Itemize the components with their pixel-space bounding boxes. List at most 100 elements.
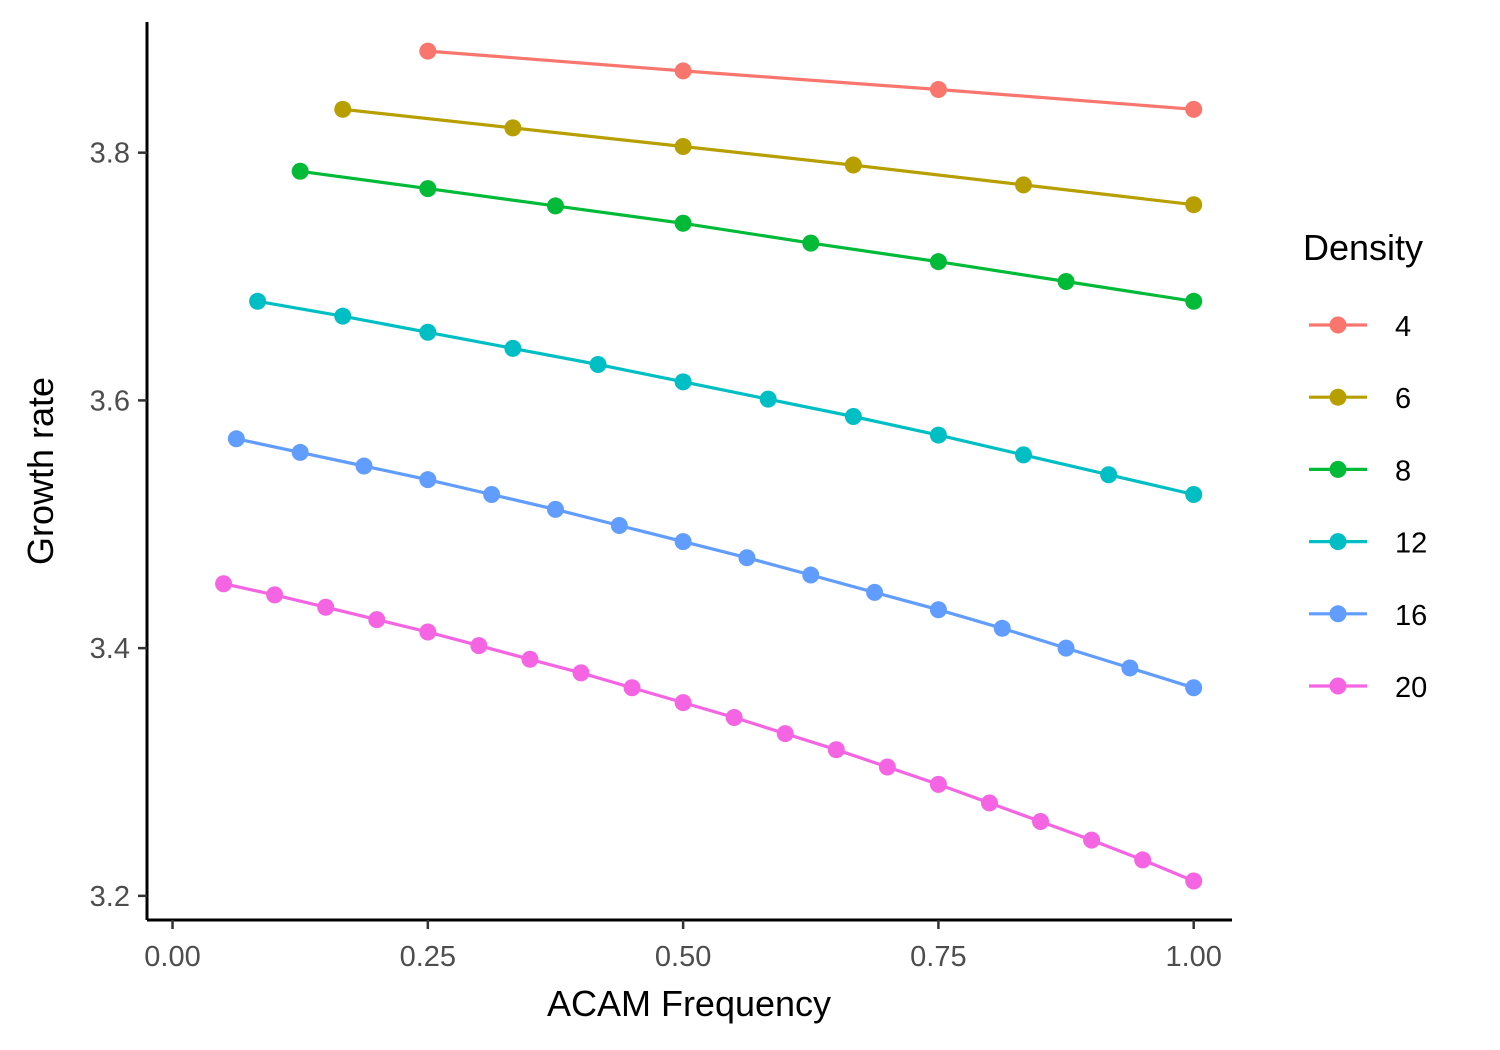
data-point <box>760 391 777 408</box>
legend-title: Density <box>1303 227 1423 268</box>
data-point <box>930 253 947 270</box>
data-point <box>547 501 564 518</box>
y-axis-title: Growth rate <box>20 377 61 565</box>
data-point <box>1121 659 1138 676</box>
data-point <box>419 324 436 341</box>
data-point <box>1015 446 1032 463</box>
legend: Density 4 6 8 12 16 20 <box>1303 227 1427 704</box>
legend-label: 8 <box>1395 455 1411 487</box>
data-point <box>292 444 309 461</box>
data-point <box>504 119 521 136</box>
series-density-6 <box>334 101 1202 213</box>
data-point <box>334 101 351 118</box>
data-point <box>624 679 641 696</box>
data-point <box>1015 176 1032 193</box>
y-tick-label: 3.2 <box>90 881 130 913</box>
data-point <box>994 620 1011 637</box>
legend-key-point <box>1330 533 1347 550</box>
legend-label: 20 <box>1395 672 1427 704</box>
legend-label: 12 <box>1395 528 1427 560</box>
data-point <box>930 81 947 98</box>
data-point <box>215 575 232 592</box>
data-point <box>802 567 819 584</box>
data-point <box>930 776 947 793</box>
data-point <box>573 664 590 681</box>
data-point <box>777 725 794 742</box>
data-point <box>828 741 845 758</box>
x-ticks: 0.00 0.25 0.50 0.75 1.00 <box>144 920 1222 973</box>
y-tick-label: 3.8 <box>90 138 130 170</box>
data-point <box>675 215 692 232</box>
x-tick-label: 0.25 <box>400 941 456 973</box>
data-point <box>547 197 564 214</box>
legend-item-12: 12 <box>1309 528 1427 560</box>
data-point <box>1185 196 1202 213</box>
data-point <box>738 549 755 566</box>
data-point <box>1032 813 1049 830</box>
series-line <box>224 584 1194 881</box>
data-point <box>334 308 351 325</box>
data-point <box>1134 851 1151 868</box>
series-density-8 <box>292 163 1203 310</box>
y-tick-label: 3.4 <box>90 633 130 665</box>
data-point <box>866 584 883 601</box>
data-point <box>1185 872 1202 889</box>
data-point <box>802 235 819 252</box>
series-line <box>343 109 1194 204</box>
x-axis-title: ACAM Frequency <box>547 983 831 1024</box>
data-point <box>228 430 245 447</box>
data-point <box>726 709 743 726</box>
legend-item-16: 16 <box>1309 600 1427 632</box>
data-point <box>419 180 436 197</box>
data-point <box>675 138 692 155</box>
data-point <box>419 471 436 488</box>
x-tick-label: 0.50 <box>655 941 711 973</box>
legend-label: 16 <box>1395 600 1427 632</box>
data-point <box>1185 679 1202 696</box>
data-point <box>368 611 385 628</box>
data-point <box>845 408 862 425</box>
data-point <box>266 586 283 603</box>
legend-key-point <box>1330 678 1347 695</box>
legend-label: 4 <box>1395 311 1411 343</box>
data-point <box>470 637 487 654</box>
data-point <box>419 43 436 60</box>
data-point <box>1185 486 1202 503</box>
legend-item-6: 6 <box>1309 383 1411 415</box>
data-point <box>675 533 692 550</box>
legend-item-4: 4 <box>1309 311 1411 343</box>
data-point <box>249 293 266 310</box>
series-line <box>236 439 1193 688</box>
y-tick-label: 3.6 <box>90 385 130 417</box>
legend-label: 6 <box>1395 383 1411 415</box>
data-point <box>356 458 373 475</box>
data-point <box>317 599 334 616</box>
data-point <box>1100 466 1117 483</box>
series-density-16 <box>228 430 1202 696</box>
data-point <box>590 356 607 373</box>
legend-key-point <box>1330 389 1347 406</box>
data-point <box>930 601 947 618</box>
x-tick-label: 0.00 <box>144 941 200 973</box>
data-point <box>675 694 692 711</box>
data-point <box>611 517 628 534</box>
series-line <box>258 301 1194 494</box>
series-density-20 <box>215 575 1202 889</box>
data-point <box>1185 293 1202 310</box>
legend-item-20: 20 <box>1309 672 1427 704</box>
plot-area <box>215 43 1202 890</box>
data-point <box>981 794 998 811</box>
legend-key-point <box>1330 461 1347 478</box>
data-point <box>930 427 947 444</box>
legend-item-8: 8 <box>1309 455 1411 487</box>
x-tick-label: 1.00 <box>1165 941 1221 973</box>
data-point <box>419 624 436 641</box>
data-point <box>1058 273 1075 290</box>
x-tick-label: 0.75 <box>910 941 966 973</box>
legend-key-point <box>1330 317 1347 334</box>
data-point <box>292 163 309 180</box>
data-point <box>1083 832 1100 849</box>
data-point <box>845 157 862 174</box>
series-line <box>428 51 1194 109</box>
